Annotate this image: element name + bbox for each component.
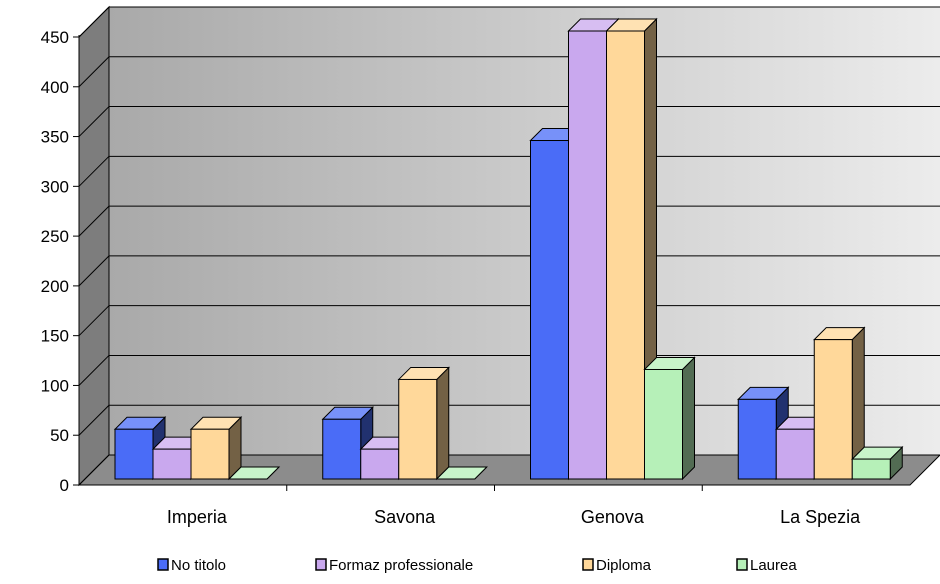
bar — [851, 445, 904, 481]
bar-front — [737, 398, 777, 480]
side-wall — [78, 5, 110, 487]
bar-front — [775, 428, 815, 480]
legend-swatch — [157, 558, 169, 571]
bar-top — [227, 466, 281, 480]
legend-label: Formaz professionale — [329, 557, 473, 574]
legend-item: No titolo — [157, 557, 226, 574]
bar-front — [114, 428, 154, 480]
y-tick-label: 50 — [50, 426, 69, 445]
bar-side — [682, 356, 695, 481]
y-tick-label: 450 — [41, 28, 69, 47]
plot-area: 0 50 100 150 200 250 300 350 400 450 Imperia Savona… — [41, 5, 940, 527]
y-tick-label: 250 — [41, 227, 69, 246]
legend-swatch — [315, 558, 327, 571]
gridline-side — [78, 205, 110, 237]
bar-front — [398, 378, 438, 480]
gridline-side — [78, 404, 110, 436]
bar-front — [644, 368, 683, 480]
bar — [643, 356, 696, 481]
legend-swatch — [736, 558, 748, 571]
bar-front — [606, 30, 645, 480]
gridline-side — [78, 106, 110, 137]
gridline-side — [78, 305, 110, 337]
bar-front — [152, 448, 192, 480]
y-tick-label: 300 — [41, 177, 69, 196]
x-tick-label: Imperia — [167, 507, 228, 527]
y-tick-label: 100 — [41, 376, 69, 395]
gridline-side — [78, 255, 110, 287]
bar-front — [360, 448, 400, 480]
legend-swatch — [582, 558, 594, 571]
gridline-side — [78, 355, 110, 386]
bar-top — [435, 466, 488, 480]
gridline-side — [78, 454, 110, 486]
bar — [227, 466, 281, 480]
y-tick-label: 400 — [41, 78, 69, 97]
bar — [189, 416, 243, 481]
legend-item: Laurea — [736, 557, 797, 574]
bars-group — [113, 17, 904, 481]
y-tick-label: 200 — [41, 277, 69, 296]
bar-front — [568, 30, 607, 480]
bar — [435, 466, 488, 480]
legend-item: Diploma — [582, 557, 652, 574]
x-tick-label: La Spezia — [780, 507, 861, 527]
bar-front — [851, 458, 891, 480]
legend-item: Formaz professionale — [315, 557, 473, 574]
y-tick-label: 150 — [41, 327, 69, 346]
gridline-side — [78, 56, 110, 88]
bar-front — [530, 140, 569, 480]
bar — [605, 17, 658, 481]
bar-front — [322, 418, 362, 480]
gridline-side — [78, 155, 110, 187]
x-tick-label: Savona — [374, 507, 436, 527]
legend-label: Diploma — [596, 557, 652, 574]
gridline-side — [78, 6, 110, 38]
y-tick-label: 0 — [60, 476, 69, 495]
bar — [397, 366, 450, 481]
legend-label: Laurea — [750, 557, 797, 574]
bar-front — [813, 339, 853, 480]
legend-label: No titolo — [171, 557, 226, 574]
bar-side — [436, 366, 450, 481]
back-wall — [109, 7, 940, 455]
bar-front — [190, 428, 230, 480]
bar — [813, 326, 866, 481]
y-tick-label: 350 — [41, 128, 69, 147]
legend: No titolo Formaz professionale Diploma Laur… — [157, 557, 797, 574]
x-tick-label: Genova — [581, 507, 645, 527]
